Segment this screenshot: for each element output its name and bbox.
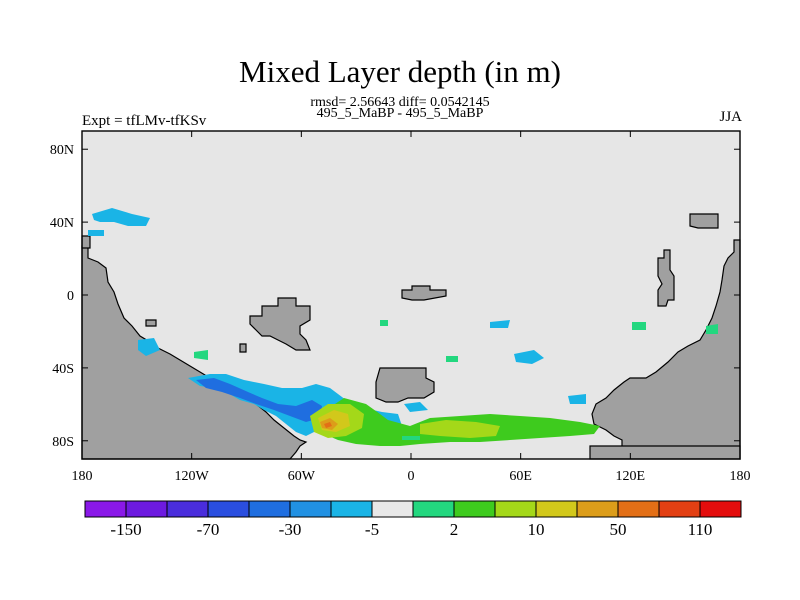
colorbar-swatch [453,500,496,518]
anomaly-green-patch-1 [194,350,208,360]
land-masses [81,213,741,460]
anomaly-hot-spot [324,422,332,428]
colorbar-swatch [84,500,127,518]
colorbar-label: -5 [365,520,379,539]
stats-text: rmsd= 2.56643 diff= 0.0542145 [310,95,490,110]
season-label: JJA [719,109,742,125]
colorbar-swatch [330,500,373,518]
colorbar-label: 110 [688,520,713,539]
land-central-west [249,297,311,351]
lon-tick-label: 180 [730,469,751,484]
lon-tick-label: 120W [175,469,210,484]
land-small-1 [145,319,157,327]
colorbar-swatch [248,500,291,518]
land-northeast [689,213,719,229]
lon-tick-label: 60W [288,469,316,484]
colorbar-swatch [371,500,414,518]
anomaly-green-patch-6 [380,320,388,326]
anomaly-green-patch-3 [706,324,718,334]
land-east-bottom [589,445,741,460]
colorbar-swatch [207,500,250,518]
colorbar-swatch [412,500,455,518]
colorbar-label: -70 [197,520,220,539]
colorbar-swatch [494,500,537,518]
colorbar-label: 50 [610,520,627,539]
colorbar-swatch [658,500,701,518]
colorbar-label: -30 [279,520,302,539]
colorbar-label: 10 [528,520,545,539]
anomaly-yellow-east [420,420,500,438]
land-central-south [375,367,435,403]
anomaly-blue-islet-1 [138,338,160,356]
colorbar-swatch [289,500,332,518]
lat-tick-label: 40S [52,362,74,377]
land-east [589,239,741,460]
anomaly-blue-islet-5 [404,402,428,412]
anomaly-blue-islet-3 [514,350,544,364]
lon-tick-label: 120E [616,469,646,484]
anomaly-blue-northwest [92,208,150,226]
lon-tick-label: 0 [408,469,415,484]
land-west [81,245,308,460]
lon-tick-label: 180 [72,469,93,484]
subtitle-text: 495_5_MaBP - 495_5_MaBP [316,106,484,121]
latitude-axis: 80N 40N 0 40S 80S [50,143,740,450]
colorbar-swatch [535,500,578,518]
anomaly-blue-islet-2 [490,320,510,328]
colorbar-label: -150 [110,520,141,539]
experiment-label: Expt = tfLMv-tfKSv [82,113,207,129]
land-west-top [81,235,91,249]
anomaly-green-patch-2 [632,322,646,330]
lon-tick-label: 60E [509,469,532,484]
colorbar-swatch [125,500,168,518]
anomaly-fills [88,208,718,446]
anomaly-green-patch-5 [402,436,420,440]
colorbar-swatch [699,500,742,518]
lat-tick-label: 0 [67,289,74,304]
map-title: Mixed Layer depth (in m) [239,54,561,89]
land-small-2 [239,343,247,353]
lat-tick-label: 80S [52,435,74,450]
colorbar-swatch [576,500,619,518]
land-central-north [401,285,447,301]
anomaly-blue-islet-4 [568,394,586,404]
land-east-strip [657,249,675,307]
longitude-axis: 180 120W 60W 0 60E 120E 180 [72,131,751,484]
colorbar-label: 2 [450,520,459,539]
colorbar-swatch [617,500,660,518]
anomaly-green-patch-4 [446,356,458,362]
lat-tick-label: 40N [50,216,74,231]
anomaly-blue-deep [196,378,322,422]
colorbar: -150 -70 -30 -5 2 10 50 110 [84,500,742,539]
colorbar-swatch [166,500,209,518]
lat-tick-label: 80N [50,143,74,158]
anomaly-blue-patch-2 [88,230,104,236]
